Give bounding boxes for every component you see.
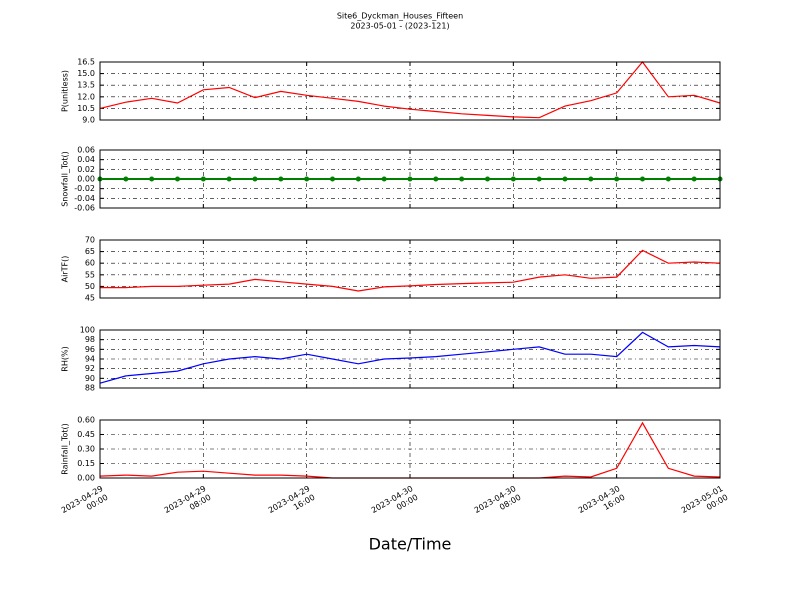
chart-title: Site6_Dyckman_Houses_Fifteen — [337, 12, 463, 21]
axes-frame — [99, 419, 721, 479]
y-tick-label: 94 — [85, 355, 95, 364]
y-tick-label: 96 — [85, 345, 95, 354]
y-tick-label: 0.60 — [77, 416, 95, 425]
data-point — [614, 176, 620, 182]
y-tick-label: 92 — [85, 364, 95, 373]
y-tick-label: 0.45 — [77, 430, 95, 439]
data-point — [407, 176, 413, 182]
y-axis-label: Rainfall_Tot() — [61, 423, 70, 475]
y-tick-label: 0.00 — [77, 175, 95, 184]
axes-frame — [99, 329, 721, 389]
data-point — [330, 176, 335, 182]
chart-subtitle: 2023-05-01 - (2023-121) — [350, 22, 449, 31]
y-axis-label: AirTF() — [61, 256, 70, 283]
data-point — [588, 176, 594, 182]
y-tick-label: 88 — [85, 384, 95, 393]
data-line — [100, 249, 721, 292]
data-point — [226, 176, 232, 182]
y-tick-label: 9.0 — [82, 116, 95, 125]
axes-frame — [99, 61, 721, 121]
axes-frame — [99, 149, 721, 209]
data-point — [433, 176, 439, 182]
data-point — [485, 176, 490, 182]
y-tick-label: 0.00 — [77, 474, 95, 483]
y-tick-label: 45 — [85, 294, 95, 303]
y-tick-label: -0.06 — [74, 204, 95, 213]
x-axis-label: Date/Time — [369, 535, 452, 554]
data-point — [304, 176, 310, 182]
data-point — [278, 176, 284, 182]
data-line — [99, 331, 721, 384]
data-point — [175, 176, 180, 182]
data-point — [149, 176, 155, 182]
y-tick-label: 10.5 — [77, 104, 95, 113]
y-tick-label: 0.02 — [77, 165, 95, 174]
axes-frame — [99, 239, 721, 299]
y-axis-label: P(unitless) — [61, 70, 70, 112]
y-tick-label: 16.5 — [77, 58, 95, 67]
data-point — [640, 176, 645, 182]
y-tick-label: 98 — [85, 335, 95, 344]
y-tick-label: 0.04 — [77, 155, 95, 164]
y-tick-label: 0.30 — [77, 445, 95, 454]
data-line — [99, 61, 721, 119]
data-point — [252, 176, 258, 182]
y-axis-label: Snowfall_Tot() — [61, 151, 70, 207]
y-tick-label: 70 — [85, 236, 95, 245]
y-tick-label: 65 — [85, 247, 95, 256]
y-tick-label: 12.0 — [77, 92, 95, 101]
data-point — [200, 176, 206, 182]
data-point — [536, 176, 542, 182]
y-tick-label: 0.15 — [77, 459, 95, 468]
data-point — [510, 176, 516, 182]
y-tick-label: 15.0 — [77, 69, 95, 78]
y-axis-label: RH(%) — [61, 346, 70, 371]
data-point — [355, 176, 361, 182]
data-point — [381, 176, 387, 182]
y-tick-label: 50 — [85, 282, 95, 291]
y-tick-label: 60 — [85, 259, 95, 268]
y-tick-label: -0.02 — [74, 184, 95, 193]
y-tick-label: 0.06 — [77, 146, 95, 155]
data-point — [691, 176, 697, 182]
y-tick-label: 90 — [85, 374, 95, 383]
y-tick-label: 100 — [80, 326, 95, 335]
data-point — [665, 176, 671, 182]
y-tick-label: 55 — [85, 270, 95, 279]
data-point — [123, 176, 129, 182]
data-point — [459, 176, 465, 182]
y-tick-label: -0.04 — [74, 194, 95, 203]
y-tick-label: 13.5 — [77, 81, 95, 90]
data-point — [562, 176, 568, 182]
